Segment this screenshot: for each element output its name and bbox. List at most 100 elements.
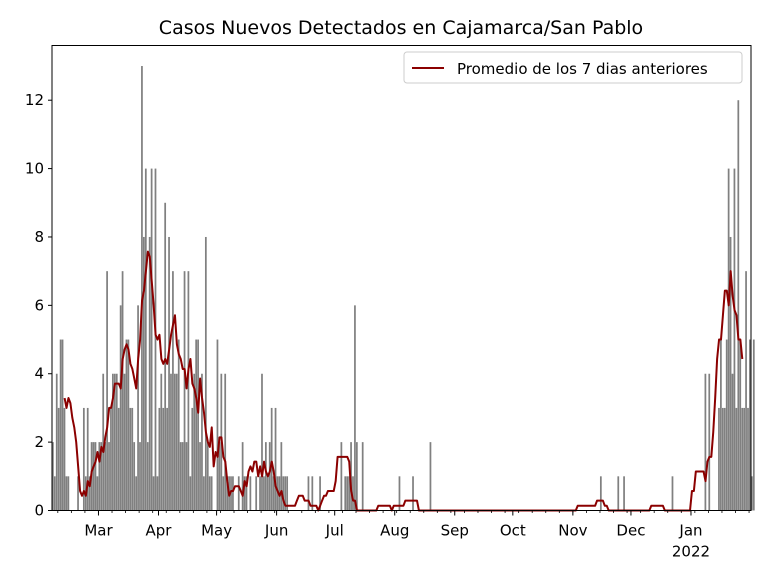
daily-cases-bar [119, 305, 122, 511]
daily-cases-bar [412, 476, 414, 511]
daily-cases-bar [237, 476, 240, 511]
daily-cases-bar [344, 476, 347, 511]
daily-cases-bar [191, 407, 194, 511]
daily-cases-bar [623, 476, 625, 511]
daily-cases-bar [82, 407, 85, 511]
daily-cases-bar [135, 476, 137, 511]
daily-cases-bar [751, 476, 753, 511]
x-tick-year-label: 2022 [672, 543, 710, 561]
daily-cases-bar [164, 202, 167, 511]
daily-cases-bar [752, 339, 755, 511]
daily-cases-bar [311, 476, 314, 511]
daily-cases-bar [704, 373, 707, 511]
daily-cases-bar [739, 339, 742, 511]
daily-cases-bar [129, 407, 132, 511]
daily-cases-bar [203, 476, 205, 511]
daily-cases-bar [185, 442, 188, 511]
daily-cases-bar [266, 476, 269, 511]
y-tick-label: 8 [34, 228, 44, 246]
daily-cases-bar [741, 407, 744, 511]
daily-cases-bar [67, 476, 70, 511]
daily-cases-bar [199, 442, 201, 511]
legend: Promedio de los 7 dias anteriores [403, 51, 743, 84]
daily-cases-bar [216, 339, 219, 511]
daily-cases-bar [52, 442, 54, 511]
daily-cases-bar [721, 407, 724, 511]
daily-cases-bar [193, 373, 196, 511]
daily-cases-bar [121, 271, 124, 511]
daily-cases-bar [280, 442, 283, 511]
daily-cases-bar [599, 476, 602, 511]
y-axis: 0 2 4 6 8 10 12 [25, 91, 52, 520]
daily-cases-bar [708, 373, 711, 511]
daily-cases-bar [55, 373, 58, 511]
daily-cases-bar [137, 305, 139, 511]
daily-cases-bar [245, 476, 248, 511]
daily-cases-bar [113, 373, 116, 511]
daily-cases-bar [179, 442, 182, 511]
daily-cases-bar [57, 407, 60, 511]
daily-cases-bar [123, 373, 126, 511]
daily-cases-bar [725, 339, 728, 511]
daily-cases-bar [98, 442, 101, 511]
y-tick-label: 12 [25, 91, 44, 109]
x-tick-label: May [201, 522, 232, 540]
daily-cases-bar [197, 339, 199, 511]
daily-cases-bar [261, 373, 263, 511]
daily-cases-bar [749, 339, 751, 511]
y-tick-label: 2 [34, 433, 44, 451]
daily-cases-bar [144, 168, 147, 511]
daily-cases-bar [63, 407, 66, 511]
x-tick-label: Nov [558, 522, 587, 540]
daily-cases-bar [150, 168, 153, 511]
daily-cases-bar [259, 476, 261, 511]
daily-cases-bar [181, 442, 184, 511]
daily-cases-bar [133, 442, 136, 511]
daily-cases-bar [162, 407, 165, 511]
daily-cases-bar [268, 442, 271, 511]
daily-cases-bar [226, 476, 229, 511]
daily-cases-bar [139, 442, 141, 511]
daily-cases-bar [743, 407, 745, 511]
chart-title: Casos Nuevos Detectados en Cajamarca/San… [159, 17, 643, 39]
daily-cases-bar [208, 476, 211, 511]
y-tick-label: 10 [25, 160, 44, 178]
daily-cases-bar [398, 476, 401, 511]
daily-cases-bar [112, 373, 114, 511]
daily-cases-bar [255, 476, 258, 511]
daily-cases-bar [243, 476, 246, 511]
daily-cases-bar [727, 168, 730, 511]
daily-cases-bar [141, 66, 143, 511]
daily-cases-bar [222, 476, 225, 511]
daily-cases-bar [340, 442, 343, 511]
legend-box [403, 51, 743, 84]
daily-cases-bar [189, 476, 192, 511]
daily-cases-bar [224, 373, 227, 511]
daily-cases-bar [125, 339, 128, 511]
daily-cases-bar [264, 442, 267, 511]
daily-cases-bar [92, 442, 95, 511]
daily-cases-bar [201, 373, 203, 511]
daily-cases-bar [348, 476, 350, 511]
daily-cases-bar [183, 271, 186, 511]
daily-cases-bar [100, 442, 103, 511]
x-tick-label: Apr [146, 522, 173, 540]
daily-cases-bar [187, 271, 190, 511]
x-tick-label: Aug [380, 522, 409, 540]
daily-cases-bar [206, 442, 209, 511]
x-tick-label: Jul [325, 522, 344, 540]
x-tick-label: Jan [678, 522, 702, 540]
daily-cases-bar [263, 476, 265, 511]
daily-cases-bar [361, 442, 364, 511]
daily-cases-bar [96, 476, 99, 511]
daily-cases-bar [354, 305, 356, 511]
daily-cases-bar [731, 373, 734, 511]
daily-cases-bar [53, 476, 56, 511]
daily-cases-bar [106, 271, 108, 511]
daily-cases-bar [671, 476, 674, 511]
daily-cases-bar [249, 476, 252, 511]
daily-cases-bar [729, 236, 732, 511]
x-tick-label: Oct [500, 522, 526, 540]
daily-cases-bar [274, 407, 277, 511]
